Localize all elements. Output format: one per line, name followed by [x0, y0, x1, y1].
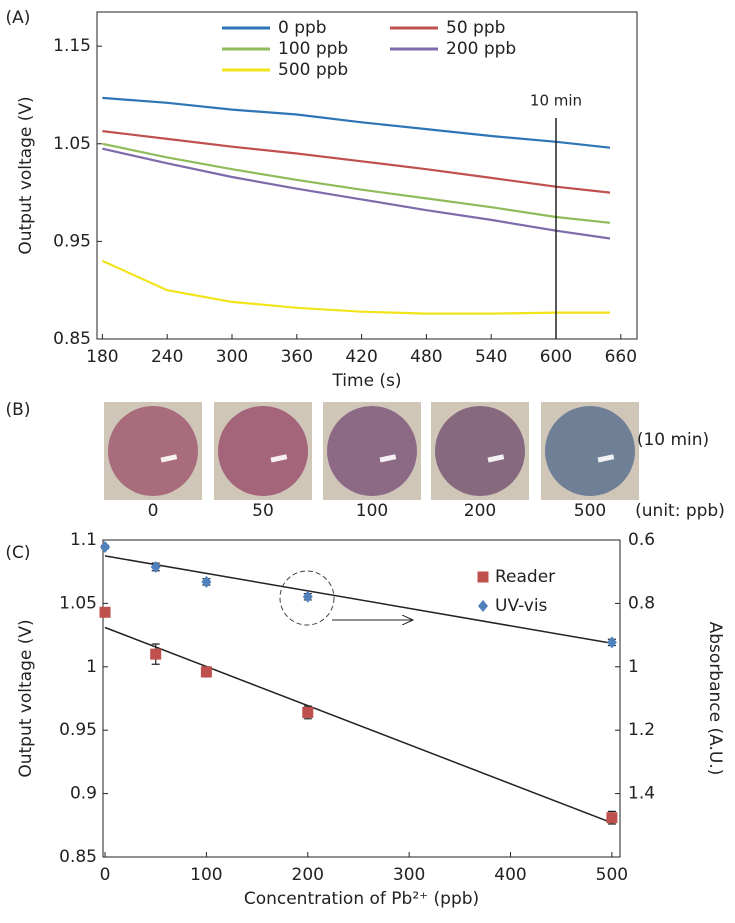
fit-line [104, 555, 613, 645]
x-axis-label: Concentration of Pb²⁺ (ppb) [244, 889, 479, 909]
sample-label: 0 [148, 501, 159, 521]
x-tick-label: 240 [151, 347, 183, 367]
y2-axis-label: Absorbance (A.U.) [705, 622, 725, 776]
unit-note: (unit: ppb) [635, 501, 725, 521]
glare [487, 454, 505, 463]
point [150, 648, 162, 660]
glare [379, 454, 397, 463]
x-tick-label: 400 [494, 865, 526, 885]
x-tick-label: 300 [216, 347, 248, 367]
glare [270, 454, 288, 463]
legend-label: Reader [495, 567, 555, 587]
sample-well [327, 406, 417, 496]
sample-well [218, 406, 308, 496]
series-line [102, 147, 611, 240]
legend-label: 200 ppb [446, 39, 516, 59]
point [201, 575, 212, 588]
series-line [102, 96, 611, 149]
sample-well [108, 406, 198, 496]
y-tick-label: 0.85 [53, 329, 91, 349]
fit-line [104, 626, 613, 824]
marker-label: 10 min [530, 92, 582, 110]
y-tick-label: 0.9 [70, 784, 97, 804]
x-tick-label: 180 [86, 347, 118, 367]
y-tick-label: 1.05 [53, 134, 91, 154]
x-axis-label: Time (s) [331, 371, 401, 391]
sample-label: 50 [252, 501, 274, 521]
y-tick-label: 1.15 [53, 36, 91, 56]
sample-well [435, 406, 525, 496]
y2-tick-label: 1.4 [628, 784, 655, 804]
glare [160, 454, 178, 463]
plot-frame [96, 11, 638, 340]
series-line [101, 259, 610, 315]
x-tick-label: 540 [475, 347, 507, 367]
point [302, 706, 314, 718]
y-tick-label: 0.95 [59, 720, 97, 740]
y-axis-label: Output voltage (V) [16, 619, 36, 777]
legend-swatch [477, 571, 489, 583]
x-tick-label: 0 [100, 865, 111, 885]
x-tick-label: 600 [540, 347, 572, 367]
x-tick-label: 100 [190, 865, 222, 885]
legend-label: UV-vis [495, 596, 548, 616]
x-tick-label: 480 [410, 347, 442, 367]
x-tick-label: 420 [345, 347, 377, 367]
panel-label: (A) [6, 8, 31, 28]
y-tick-label: 1.1 [70, 530, 97, 550]
x-tick-label: 660 [605, 347, 637, 367]
plot-frame [102, 539, 621, 858]
sample-label: 500 [574, 501, 606, 521]
x-tick-label: 500 [596, 865, 628, 885]
legend-label: 50 ppb [446, 18, 505, 38]
sample-label: 200 [464, 501, 496, 521]
x-tick-label: 360 [281, 347, 313, 367]
photo-panel: (B) 0 50 100 200 500 (10 min) (unit: ppb) [6, 400, 725, 521]
y-axis-label: Output voltage (V) [16, 96, 36, 254]
series-line [102, 142, 611, 224]
y-tick-label: 1.05 [59, 593, 97, 613]
point [606, 812, 618, 824]
point [606, 636, 617, 649]
panel-label: (B) [6, 400, 31, 420]
y2-tick-label: 0.6 [628, 530, 655, 550]
point [99, 606, 111, 618]
point [200, 666, 212, 678]
sample-label: 100 [356, 501, 388, 521]
time-note: (10 min) [637, 430, 709, 450]
point [150, 560, 161, 573]
series-line [102, 130, 611, 194]
y2-tick-label: 1.2 [628, 720, 655, 740]
x-tick-label: 200 [292, 865, 324, 885]
y-tick-label: 0.85 [59, 847, 97, 867]
y2-tick-label: 0.8 [628, 593, 655, 613]
legend-swatch [478, 600, 488, 612]
y2-tick-label: 1 [628, 657, 639, 677]
x-tick-label: 300 [393, 865, 425, 885]
panel-label: (C) [5, 543, 30, 563]
sample-well [545, 406, 635, 496]
y-tick-label: 1 [86, 657, 97, 677]
legend-label: 0 ppb [278, 18, 327, 38]
glare [597, 454, 615, 463]
y-tick-label: 0.95 [53, 231, 91, 251]
point [100, 540, 111, 553]
point [302, 590, 313, 603]
legend-label: 500 ppb [278, 60, 348, 80]
legend-label: 100 ppb [278, 39, 348, 59]
highlight-circle [279, 570, 335, 626]
